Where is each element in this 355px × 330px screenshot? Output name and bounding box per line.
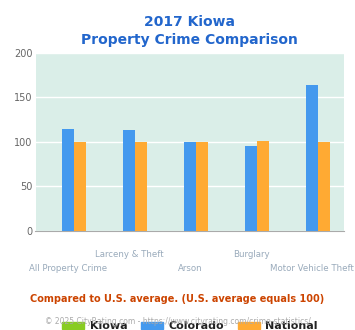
Bar	[184, 142, 196, 231]
Text: © 2025 CityRating.com - https://www.cityrating.com/crime-statistics/: © 2025 CityRating.com - https://www.city…	[45, 317, 310, 326]
Text: Compared to U.S. average. (U.S. average equals 100): Compared to U.S. average. (U.S. average …	[31, 294, 324, 304]
Bar	[245, 147, 257, 231]
Text: All Property Crime: All Property Crime	[29, 264, 107, 273]
Text: Motor Vehicle Theft: Motor Vehicle Theft	[270, 264, 354, 273]
Text: Arson: Arson	[178, 264, 202, 273]
Bar	[257, 141, 269, 231]
Bar	[62, 129, 74, 231]
Bar	[74, 142, 86, 231]
Legend: Kiowa, Colorado, National: Kiowa, Colorado, National	[58, 317, 322, 330]
Text: Larceny & Theft: Larceny & Theft	[94, 250, 163, 259]
Bar	[306, 85, 318, 231]
Bar	[196, 142, 208, 231]
Bar	[318, 142, 330, 231]
Bar	[135, 142, 147, 231]
Text: Burglary: Burglary	[233, 250, 269, 259]
Bar	[123, 130, 135, 231]
Title: 2017 Kiowa
Property Crime Comparison: 2017 Kiowa Property Crime Comparison	[82, 15, 298, 48]
